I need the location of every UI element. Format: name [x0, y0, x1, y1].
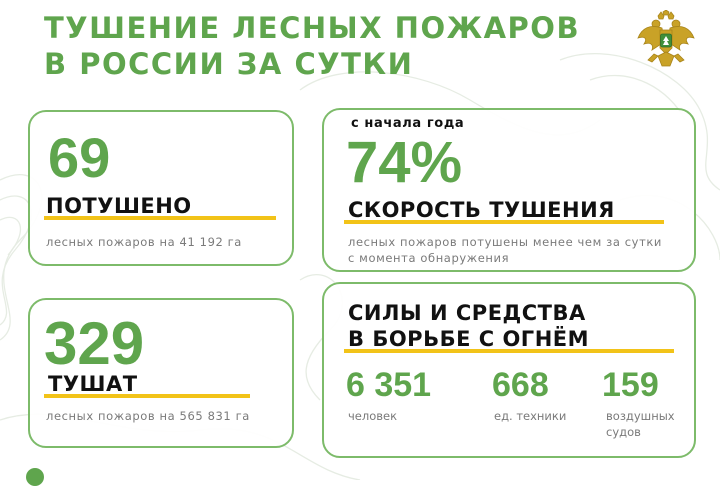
double-headed-eagle-emblem-icon [637, 10, 695, 67]
forces-equipment-label: ед. техники [494, 409, 567, 423]
fighting-label: ТУШАТ [48, 372, 138, 396]
forces-aircraft-value: 159 [602, 366, 659, 404]
forces-title-line-2: В БОРЬБЕ С ОГНЁМ [348, 327, 590, 351]
speed-caption: лесных пожаров потушены менее чем за сут… [348, 234, 662, 266]
forces-people-label: человек [348, 409, 398, 423]
forces-card [322, 282, 696, 458]
extinguished-card [28, 110, 294, 266]
forces-aircraft-label: воздушных судов [606, 409, 675, 439]
speed-value: 74% [346, 130, 463, 195]
forces-people-value: 6 351 [346, 366, 432, 404]
extinguished-underline [44, 216, 276, 220]
forces-underline [344, 349, 674, 353]
speed-card [322, 108, 696, 272]
page-title: ТУШЕНИЕ ЛЕСНЫХ ПОЖАРОВ В РОССИИ ЗА СУТКИ [44, 10, 580, 82]
speed-caption-line-2: с момента обнаружения [348, 251, 510, 265]
title-line-2: В РОССИИ ЗА СУТКИ [44, 47, 414, 81]
extinguished-label: ПОТУШЕНО [46, 194, 192, 218]
title-line-1: ТУШЕНИЕ ЛЕСНЫХ ПОЖАРОВ [44, 11, 581, 45]
corner-dot [26, 468, 44, 486]
extinguished-caption: лесных пожаров на 41 192 га [46, 235, 242, 249]
fighting-value: 329 [44, 310, 145, 377]
speed-caption-line-1: лесных пожаров потушены менее чем за сут… [348, 235, 662, 249]
fighting-card [28, 298, 294, 448]
extinguished-value: 69 [48, 126, 111, 189]
fighting-caption: лесных пожаров на 565 831 га [46, 409, 250, 423]
fighting-underline [44, 394, 250, 398]
forces-title-line-1: СИЛЫ И СРЕДСТВА [348, 301, 586, 325]
speed-kicker: с начала года [348, 116, 468, 131]
forces-equipment-value: 668 [492, 366, 549, 404]
speed-underline [344, 220, 664, 224]
forces-title: СИЛЫ И СРЕДСТВА В БОРЬБЕ С ОГНЁМ [348, 300, 589, 352]
speed-label: СКОРОСТЬ ТУШЕНИЯ [348, 198, 615, 222]
